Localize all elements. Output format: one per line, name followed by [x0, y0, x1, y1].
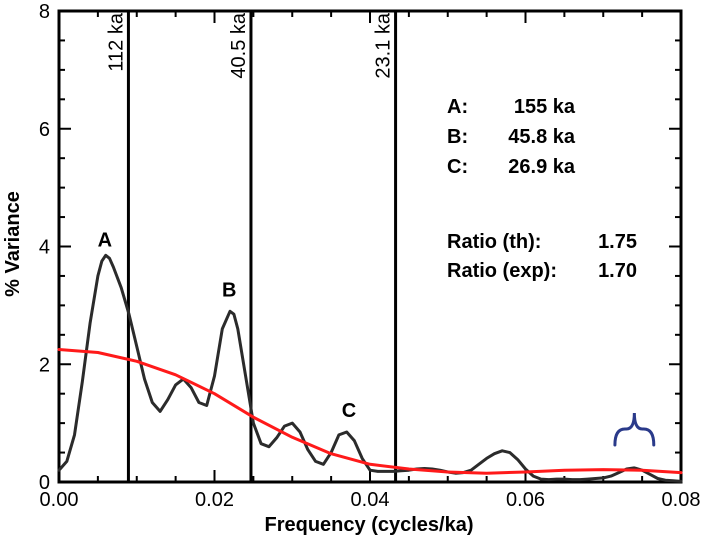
peak-label-c: C	[342, 400, 356, 422]
peak-label-b: B	[222, 280, 236, 302]
y-tick-label: 0	[39, 472, 50, 494]
x-axis-title: Frequency (cycles/ka)	[265, 514, 474, 536]
period-value: 155 ka	[514, 96, 576, 118]
ratio-key: Ratio (exp):	[447, 260, 557, 282]
y-tick-label: 8	[39, 1, 50, 23]
y-tick-label: 6	[39, 119, 50, 141]
plot-frame	[57, 9, 683, 484]
x-tick-label: 0.02	[195, 489, 234, 511]
bracket-marker	[613, 412, 656, 447]
spectrum-line	[57, 253, 683, 483]
y-tick-label: 4	[39, 237, 50, 259]
period-label: 23.1 ka	[373, 12, 395, 78]
period-key: B:	[447, 126, 468, 148]
x-tick-label: 0.00	[40, 489, 79, 511]
period-label: 112 ka	[105, 12, 127, 71]
x-tick-label: 0.08	[662, 489, 701, 511]
background-line	[57, 348, 683, 475]
plot-layer: 0 2 4 6 8 0.00 0.02 0.04 0.06 0.08 112 ka 40.5 ka 23…	[39, 1, 701, 511]
ratio-value: 1.70	[598, 260, 637, 282]
period-key: A:	[447, 96, 468, 118]
ratio-value: 1.75	[598, 231, 637, 253]
ratio-key: Ratio (th):	[447, 231, 541, 253]
y-axis-title: % Variance	[2, 191, 24, 297]
period-key: C:	[447, 156, 468, 178]
period-value: 26.9 ka	[508, 156, 576, 178]
y-tick-label: 2	[39, 354, 50, 376]
period-label: 40.5 ka	[228, 12, 250, 78]
peak-label-a: A	[98, 230, 112, 252]
x-tick-label: 0.06	[506, 489, 545, 511]
x-tick-label: 0.04	[351, 489, 390, 511]
period-value: 45.8 ka	[508, 126, 576, 148]
